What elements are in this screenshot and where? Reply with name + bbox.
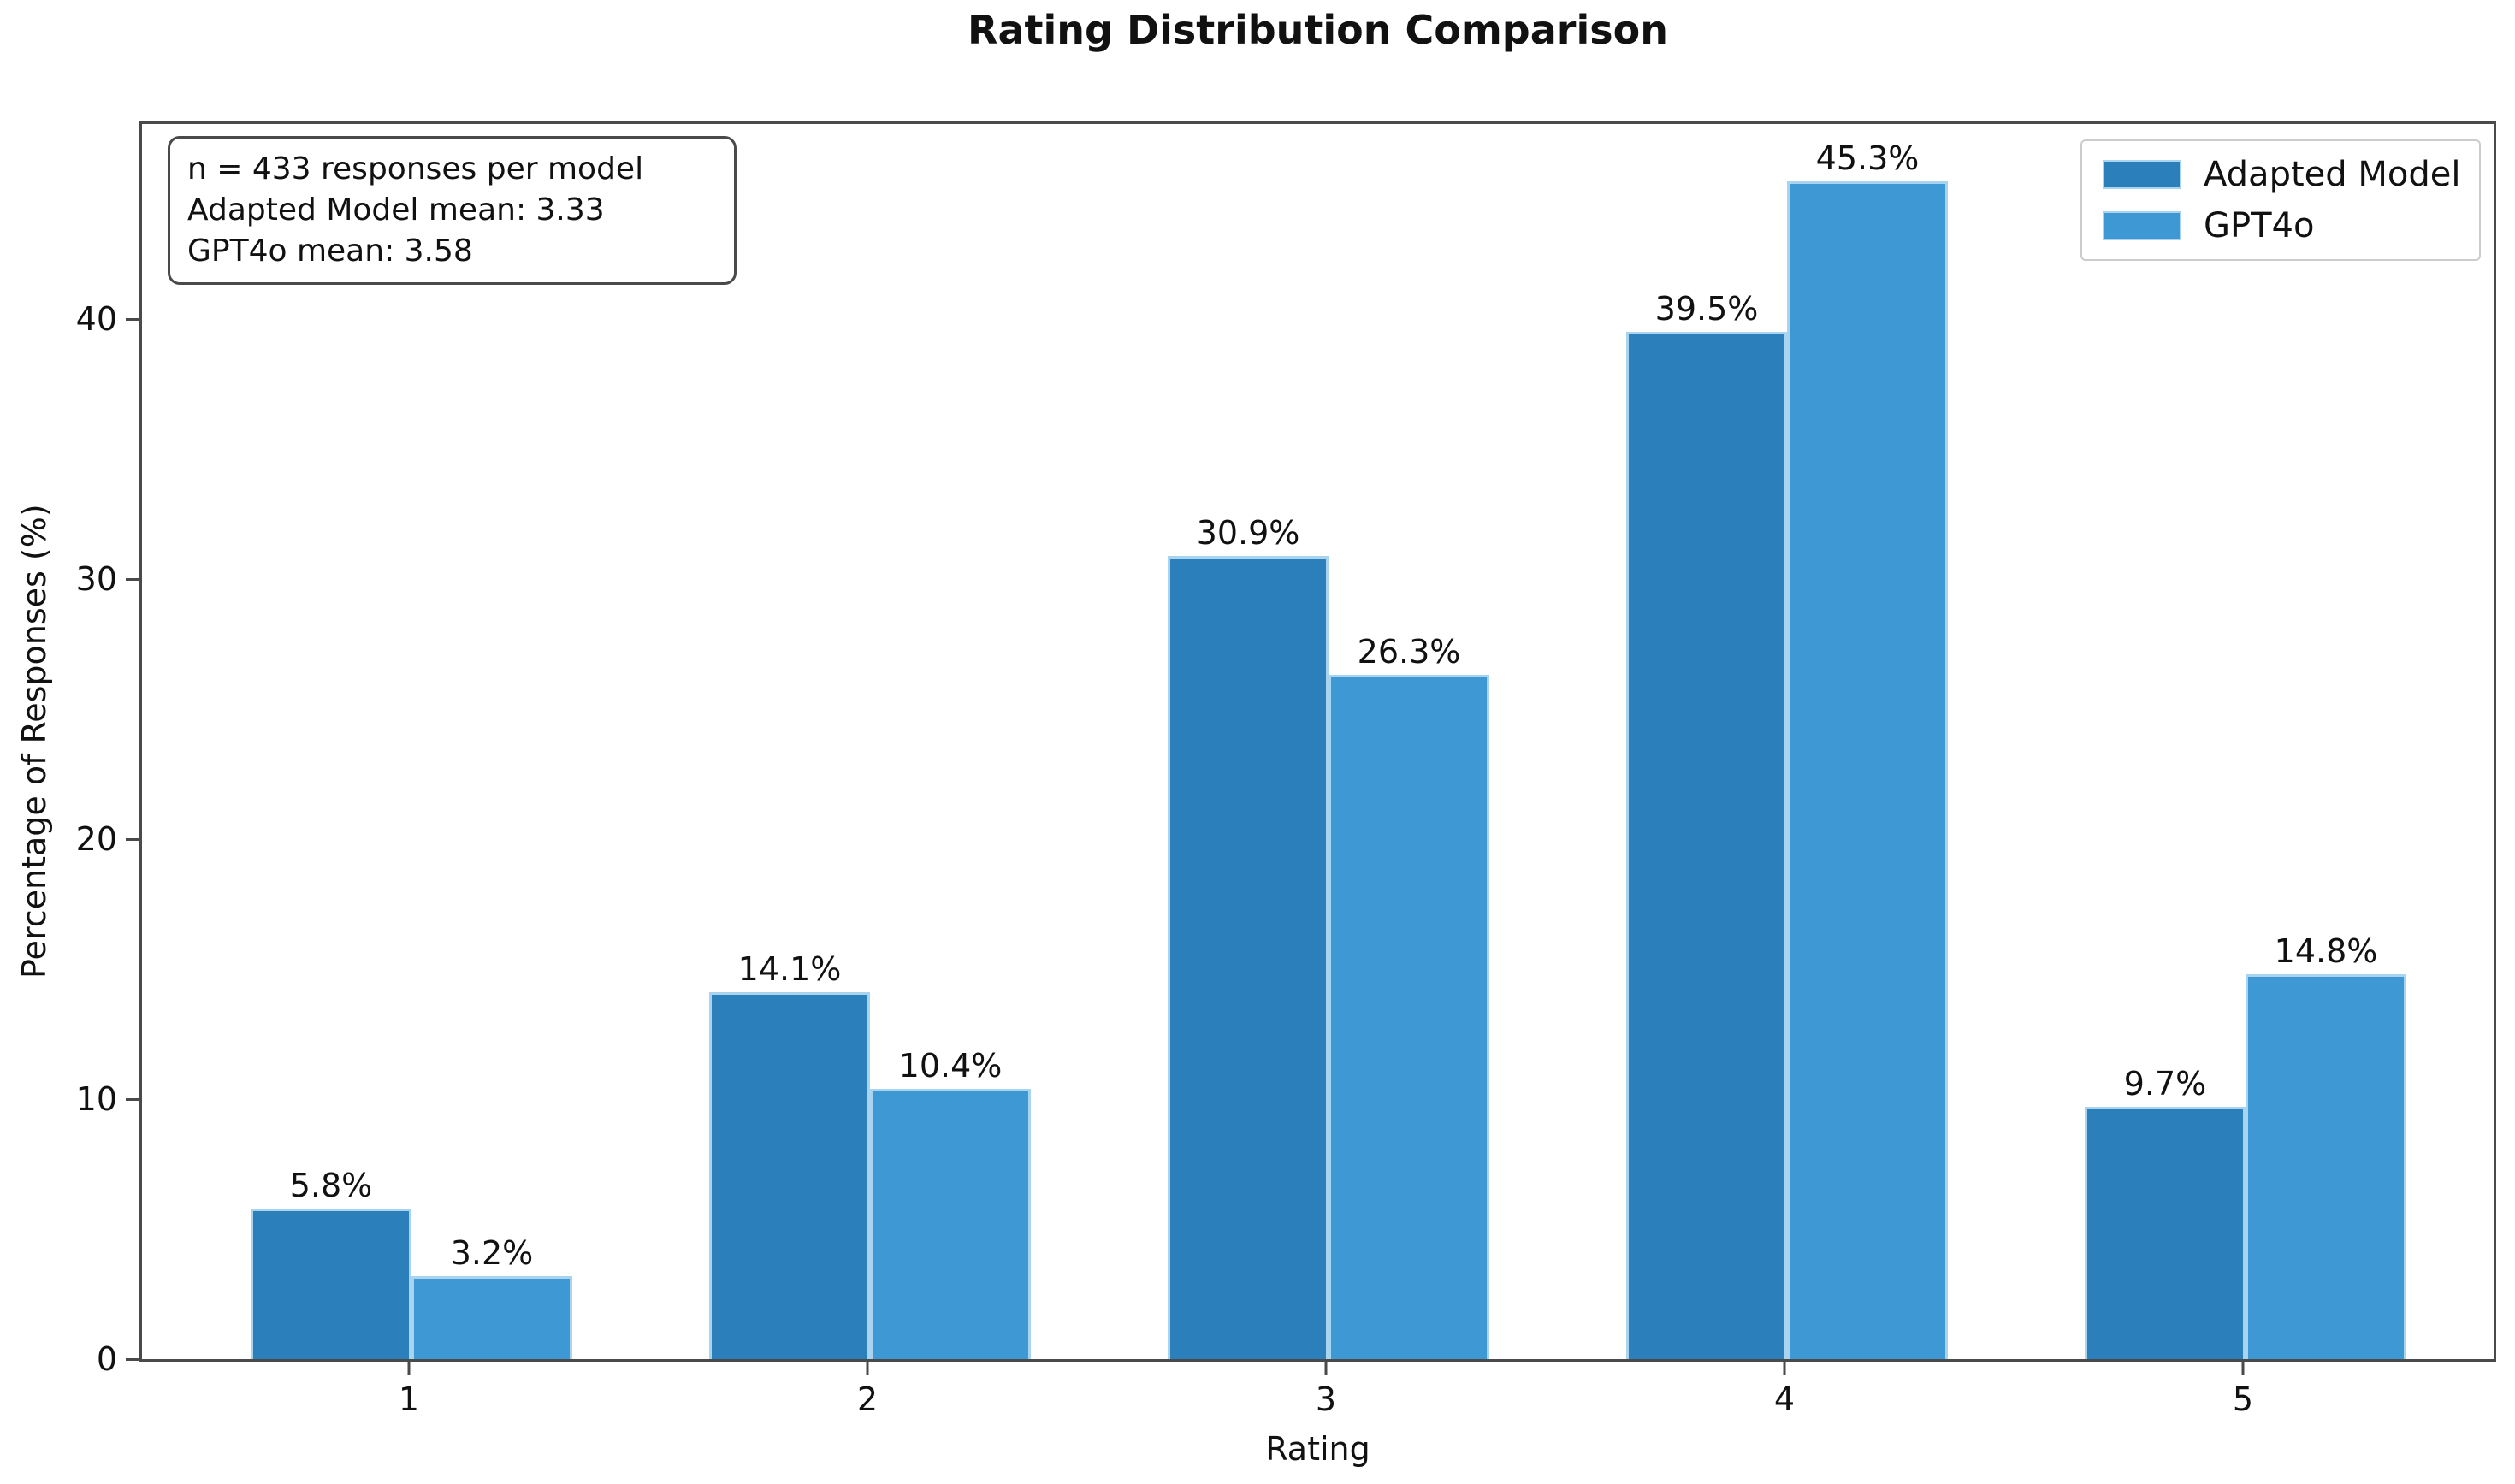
x-tick-label: 1 [398,1381,420,1418]
y-tick-label: 40 [75,300,117,338]
bar-gpt4o-rating-5: 14.8% [2246,932,2406,1359]
bar-value-label: 30.9% [1196,513,1300,552]
x-tick-label: 4 [1773,1381,1796,1418]
y-tick-mark [126,317,139,321]
bar-value-label: 9.7% [2123,1065,2207,1103]
y-tick-label: 30 [75,560,117,598]
bar-value-label: 5.8% [289,1166,373,1204]
legend-swatch-adapted-model [2103,160,2181,189]
x-tick-mark [2241,1362,2245,1375]
bar-value-label: 3.2% [450,1233,534,1272]
annotation-line-gpt4o-mean: GPT4o mean: 3.58 [187,234,473,269]
x-axis: 1 2 3 4 5 [139,1362,2496,1464]
legend-swatch-gpt4o [2103,211,2181,240]
y-tick-label: 20 [75,820,117,858]
bar-value-label: 14.8% [2274,932,2378,971]
bar-value-label: 45.3% [1815,139,1920,177]
bar-adapted-rating-1: 5.8% [251,1167,411,1359]
y-tick-mark [126,577,139,581]
x-axis-label: Rating [1265,1430,1370,1468]
legend-label-adapted-model: Adapted Model [2204,155,2461,194]
y-tick-label: 0 [96,1340,117,1378]
x-tick-mark [1324,1362,1328,1375]
annotation-line-n: n = 433 responses per model [187,151,644,186]
x-tick-mark [407,1362,411,1375]
y-tick-mark [126,1357,139,1361]
bar-value-label: 10.4% [898,1046,1003,1085]
bar-gpt4o-rating-2: 10.4% [870,1047,1031,1359]
bar-gpt4o-rating-3: 26.3% [1329,633,1489,1359]
legend-entry-adapted-model: Adapted Model [2103,155,2479,194]
bar-adapted-rating-3: 30.9% [1168,514,1329,1359]
x-tick-mark [866,1362,869,1375]
bar-value-label: 14.1% [737,950,842,989]
y-tick-mark [126,837,139,841]
y-tick-label: 10 [75,1080,117,1118]
bar-adapted-rating-5: 9.7% [2085,1065,2246,1359]
x-tick-label: 5 [2232,1381,2254,1418]
bar-value-label: 39.5% [1654,290,1759,328]
bar-gpt4o-rating-1: 3.2% [411,1234,572,1359]
chart-title: Rating Distribution Comparison [968,7,1668,53]
x-tick-label: 2 [856,1381,879,1418]
legend-entry-gpt4o: GPT4o [2103,206,2479,245]
bar-adapted-rating-4: 39.5% [1626,290,1787,1359]
y-axis: 0 10 20 30 40 [0,124,139,1378]
stats-annotation-box: n = 433 responses per model Adapted Mode… [168,136,737,285]
x-tick-label: 3 [1315,1381,1337,1418]
legend: Adapted Model GPT4o [2080,139,2481,261]
bar-gpt4o-rating-4: 45.3% [1787,139,1948,1359]
legend-label-gpt4o: GPT4o [2204,206,2315,245]
annotation-line-adapted-mean: Adapted Model mean: 3.33 [187,192,605,228]
bar-adapted-rating-2: 14.1% [709,950,870,1359]
x-tick-mark [1783,1362,1786,1375]
y-tick-mark [126,1097,139,1101]
plot-area: n = 433 responses per model Adapted Mode… [139,121,2496,1362]
bar-value-label: 26.3% [1357,633,1461,671]
